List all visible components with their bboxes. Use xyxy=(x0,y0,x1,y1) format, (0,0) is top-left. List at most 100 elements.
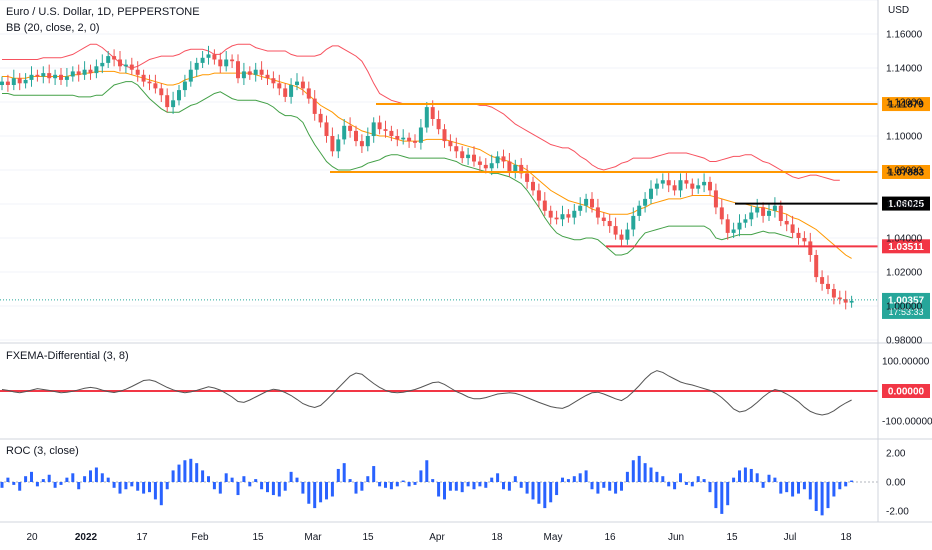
candle-body xyxy=(849,300,854,303)
time-tick-label: Feb xyxy=(191,532,209,543)
roc-bar xyxy=(773,477,777,482)
level-price-label: 1.03511 xyxy=(888,242,924,253)
candle-body xyxy=(831,289,836,298)
roc-bar xyxy=(460,482,464,493)
price-tick-label: 1.06000 xyxy=(886,200,923,211)
candle-body xyxy=(731,229,736,233)
candle-body xyxy=(430,107,435,119)
roc-bar xyxy=(649,467,653,482)
candle-body xyxy=(448,141,453,147)
roc-bar xyxy=(112,482,116,488)
bb-lower-line xyxy=(2,81,793,256)
candle-body xyxy=(295,81,299,85)
roc-bar xyxy=(118,482,122,494)
horizontal-levels[interactable]: 1.11879 1.07883 1.06025 1.03511 1.0035717:53… xyxy=(0,97,930,319)
candle-body xyxy=(619,234,624,240)
candle-body xyxy=(796,232,801,238)
roc-bar xyxy=(590,482,594,490)
candle-body xyxy=(613,226,618,235)
fxema-label: FXEMA-Differential (3, 8) xyxy=(6,350,129,362)
price-tick-label: 1.10000 xyxy=(886,132,923,143)
roc-bar xyxy=(254,479,258,482)
candle-body xyxy=(501,156,506,162)
roc-bar xyxy=(696,476,700,482)
candle-body xyxy=(820,277,825,284)
roc-tick-label: 0.00 xyxy=(886,478,906,489)
zero-tag-label: 0.00000 xyxy=(888,387,925,398)
roc-bar xyxy=(195,463,199,482)
candle-body xyxy=(336,139,341,152)
roc-bar xyxy=(41,479,45,482)
level-price-label: 1.11879 xyxy=(888,100,924,111)
roc-bar xyxy=(832,482,836,497)
roc-bar xyxy=(413,482,417,485)
roc-bar xyxy=(702,479,706,482)
roc-bar xyxy=(779,482,783,494)
roc-bar xyxy=(230,477,234,482)
candlestick-series xyxy=(0,45,854,310)
roc-bar xyxy=(378,482,382,487)
candle-body xyxy=(637,205,642,216)
roc-bar xyxy=(159,482,163,506)
roc-bar xyxy=(620,482,623,491)
symbol-title: Euro / U.S. Dollar, 1D, PEPPERSTONE xyxy=(6,6,200,18)
candle-body xyxy=(778,205,783,221)
roc-bar xyxy=(596,482,600,494)
candle-body xyxy=(814,255,819,278)
candle-body xyxy=(70,71,75,77)
candle-body xyxy=(719,207,724,220)
candle-body xyxy=(383,129,388,131)
roc-bar xyxy=(260,482,264,490)
candle-body xyxy=(259,69,264,75)
roc-bar xyxy=(130,482,134,487)
candle-body xyxy=(171,100,176,108)
roc-bar xyxy=(266,482,269,493)
candle-body xyxy=(519,164,524,174)
price-tick-label: 1.14000 xyxy=(886,64,923,75)
roc-bar xyxy=(271,482,275,496)
roc-bar xyxy=(537,482,541,504)
candle-body xyxy=(837,297,842,300)
candle-body xyxy=(483,164,488,169)
roc-bar xyxy=(142,482,146,494)
candle-body xyxy=(826,283,830,289)
candle-body xyxy=(566,214,571,218)
roc-bar xyxy=(726,482,730,506)
candle-body xyxy=(531,181,535,191)
roc-bar xyxy=(236,482,240,496)
roc-bar xyxy=(608,482,612,491)
candle-body xyxy=(47,73,52,79)
candle-body xyxy=(41,73,46,77)
roc-bar xyxy=(295,477,299,482)
roc-bar xyxy=(797,482,800,494)
candle-body xyxy=(708,181,712,191)
candle-body xyxy=(212,54,217,60)
price-tick-label: 1.00000 xyxy=(886,302,923,313)
level-price-tag xyxy=(882,196,930,211)
candle-body xyxy=(118,59,122,67)
roc-bar xyxy=(59,482,63,485)
roc-bar xyxy=(502,482,505,490)
roc-bar xyxy=(183,460,187,482)
roc-bar xyxy=(749,468,753,482)
roc-bar xyxy=(637,455,641,482)
roc-bar xyxy=(838,482,842,490)
candle-body xyxy=(23,79,28,84)
candle-body xyxy=(348,125,353,131)
roc-bar xyxy=(12,482,16,485)
candle-body xyxy=(253,69,258,75)
candle-body xyxy=(271,78,276,84)
candle-body xyxy=(772,205,777,211)
price-tick-label: 1.08000 xyxy=(886,166,923,177)
zero-tag xyxy=(882,384,930,398)
roc-bar xyxy=(584,470,588,482)
time-tick-label: 18 xyxy=(840,532,852,543)
candle-body xyxy=(165,95,170,108)
candle-body xyxy=(678,180,683,191)
roc-bar xyxy=(808,482,812,500)
candle-body xyxy=(554,217,559,220)
time-tick-label: Jun xyxy=(668,532,684,543)
roc-bar xyxy=(94,467,98,482)
